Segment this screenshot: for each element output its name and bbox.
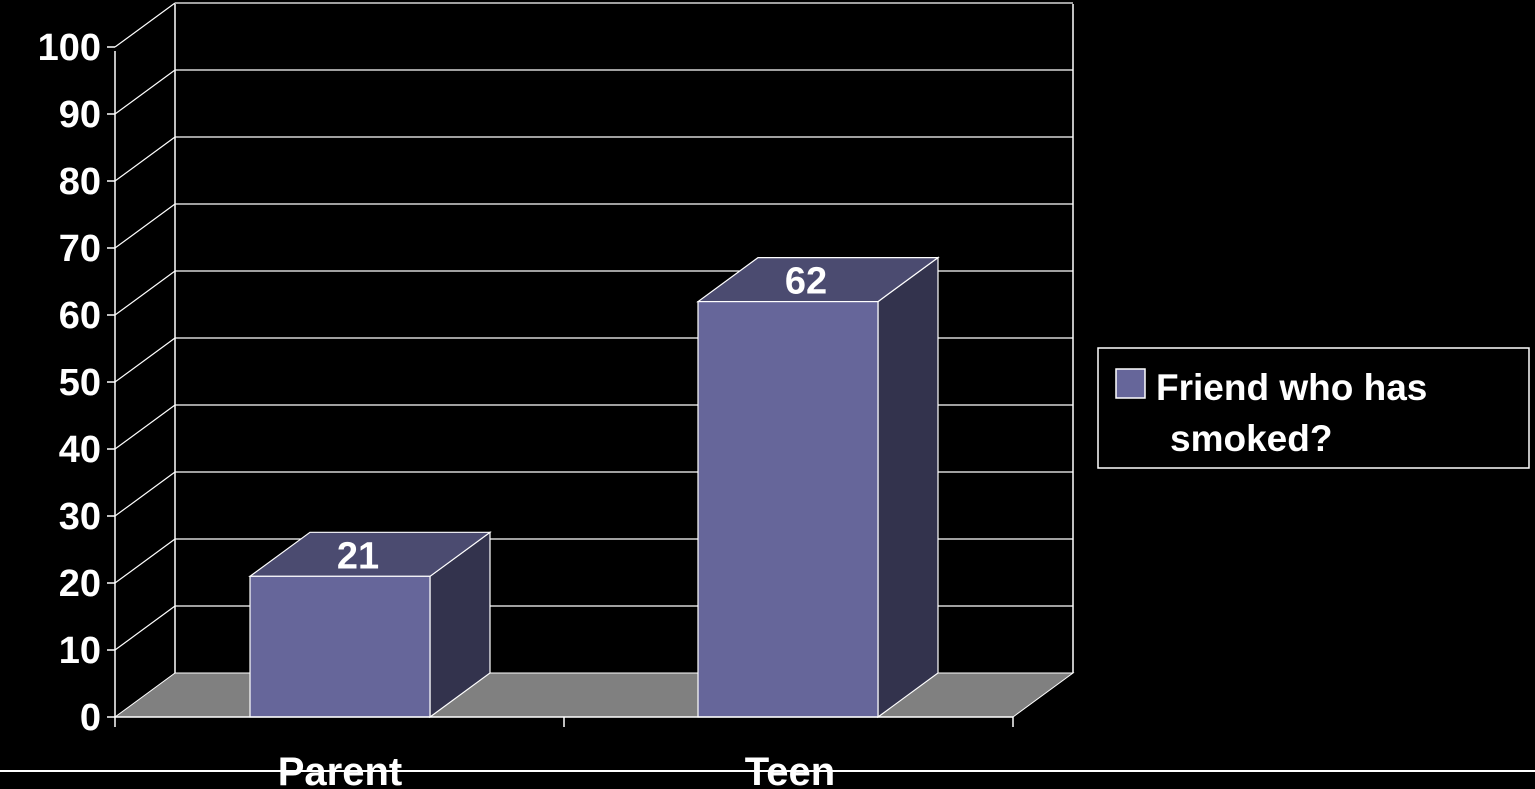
bars	[248, 256, 940, 719]
gridline-diagonal	[114, 337, 176, 383]
x-tick-label-teen: Teen	[745, 750, 835, 789]
bar-parent	[248, 531, 492, 719]
gridline-diagonal	[114, 203, 176, 249]
y-tick-label: 100	[38, 27, 101, 69]
gridline-diagonal	[114, 538, 176, 584]
gridline-diagonal	[114, 2, 176, 48]
y-tick-label: 80	[59, 161, 101, 203]
bar-side-face	[877, 256, 939, 719]
y-tick-label: 20	[59, 563, 101, 605]
gridline-diagonal	[114, 404, 176, 450]
gridline-diagonal	[114, 270, 176, 316]
legend-swatch	[1115, 368, 1146, 399]
gridline-diagonal	[114, 471, 176, 517]
x-tick-label-parent: Parent	[278, 750, 403, 789]
x-axis: Parent Teen	[114, 716, 1014, 789]
legend-label-line-2: smoked?	[1170, 418, 1332, 459]
y-tick-label: 70	[59, 228, 101, 270]
y-tick-label: 0	[80, 697, 101, 739]
bar-teen	[696, 256, 940, 719]
y-tick-label: 40	[59, 429, 101, 471]
y-tick-label: 10	[59, 630, 101, 672]
y-axis: 0 10 20 30 40 50 60 70 80 90 100	[38, 27, 115, 739]
gridline-diagonal	[114, 605, 176, 651]
data-labels: 21 62	[337, 261, 827, 578]
bar-front-face	[249, 575, 431, 718]
y-tick-label: 30	[59, 496, 101, 538]
gridline-diagonal	[114, 69, 176, 115]
legend: Friend who has smoked?	[1097, 347, 1530, 469]
data-label-teen: 62	[785, 261, 827, 303]
bar-front-face	[697, 301, 879, 718]
data-label-parent: 21	[337, 535, 379, 577]
y-tick-label: 50	[59, 362, 101, 404]
legend-box	[1097, 347, 1530, 469]
legend-label-line-1: Friend who has	[1156, 367, 1427, 408]
y-tick-label: 90	[59, 94, 101, 136]
gridline-diagonal	[114, 136, 176, 182]
y-tick-label: 60	[59, 295, 101, 337]
